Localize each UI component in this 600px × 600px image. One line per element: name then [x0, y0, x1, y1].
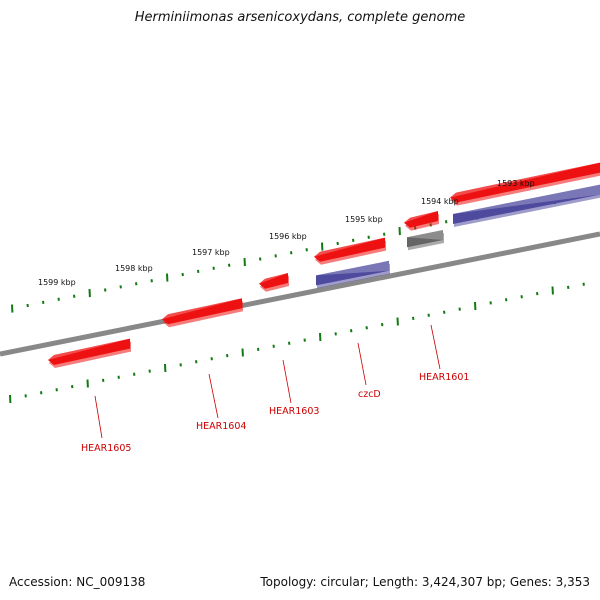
scale-label: 1599 kbp: [38, 278, 76, 287]
gene-leader-line: [357, 342, 367, 386]
gene-leader-line: [94, 395, 103, 439]
forward-gene-arrow[interactable]: [162, 298, 243, 328]
map-title: Herminiimonas arsenicoxydans, complete g…: [134, 10, 466, 25]
gene-features[interactable]: [48, 162, 600, 368]
forward-gene-arrow[interactable]: [314, 237, 386, 265]
scale-label: 1594 kbp: [421, 197, 459, 206]
gene-label[interactable]: HEAR1605: [81, 443, 131, 454]
gene-label[interactable]: czcD: [358, 389, 381, 400]
genome-summary: Topology: circular; Length: 3,424,307 bp…: [260, 575, 590, 589]
lower-tick-track: [9, 282, 585, 404]
gene-leader-line: [208, 373, 219, 419]
forward-gene-arrow[interactable]: [404, 211, 439, 231]
scale-label: 1597 kbp: [192, 248, 230, 257]
genome-backbone: [0, 231, 600, 357]
scale-label: 1598 kbp: [115, 264, 153, 273]
reverse-gene-arrow[interactable]: [453, 184, 600, 227]
scale-label: 1593 kbp: [497, 179, 535, 188]
scale-label: 1596 kbp: [269, 232, 307, 241]
gene-labels: HEAR1605 HEAR1604 HEAR1603 czcD HEAR1601: [81, 324, 469, 454]
scale-labels: 1599 kbp 1598 kbp 1597 kbp 1596 kbp 1595 kbp…: [38, 179, 535, 287]
scale-label: 1595 kbp: [345, 215, 383, 224]
gene-label[interactable]: HEAR1601: [419, 372, 469, 383]
accession-text: Accession: NC_009138: [9, 575, 146, 589]
gene-leader-line: [282, 359, 292, 404]
forward-gene-arrow[interactable]: [48, 338, 131, 368]
gene-leader-line: [430, 324, 441, 370]
forward-gene-arrow[interactable]: [259, 273, 289, 292]
gene-label[interactable]: HEAR1603: [269, 406, 319, 417]
other-gene-arrow[interactable]: [407, 230, 444, 251]
forward-gene-arrow[interactable]: [450, 162, 600, 206]
reverse-gene-arrow[interactable]: [316, 260, 390, 289]
gene-label[interactable]: HEAR1604: [196, 421, 246, 432]
